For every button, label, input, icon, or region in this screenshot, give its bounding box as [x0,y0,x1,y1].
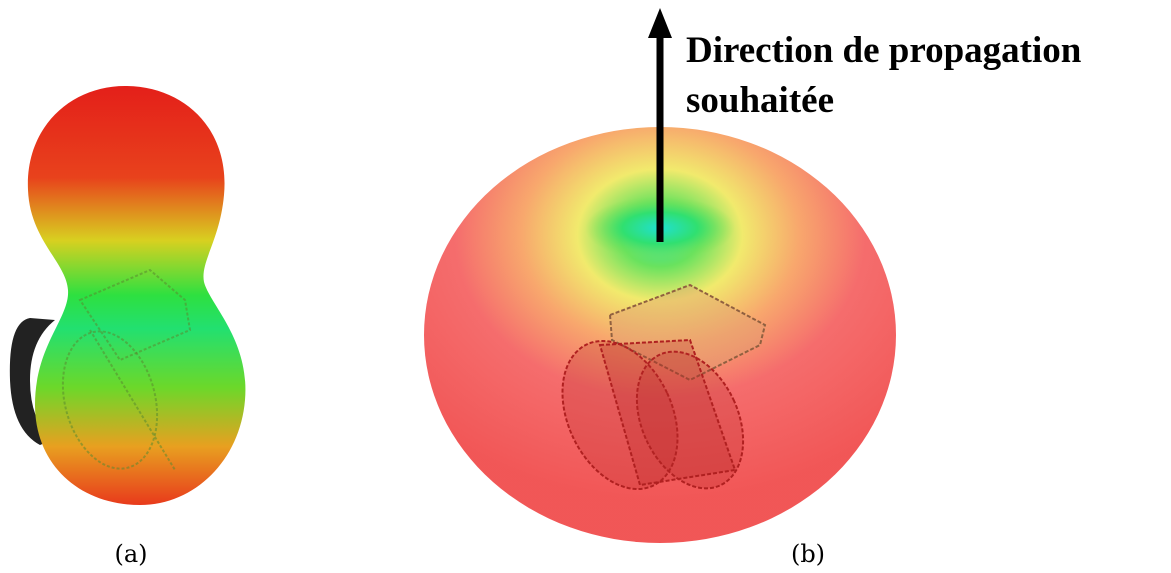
pattern-b [424,8,896,543]
peanut-shape [27,86,246,505]
clip-shadow [9,318,55,445]
caption: (b) [791,540,825,568]
annotation-line: Direction de propagation [686,30,1082,71]
caption: (a) [114,540,147,568]
annotation-line: souhaitée [686,80,834,121]
device-b [561,283,767,491]
arrow [648,8,672,242]
torus-shape [424,127,896,543]
pattern-a [9,86,246,505]
device-a [61,268,192,471]
